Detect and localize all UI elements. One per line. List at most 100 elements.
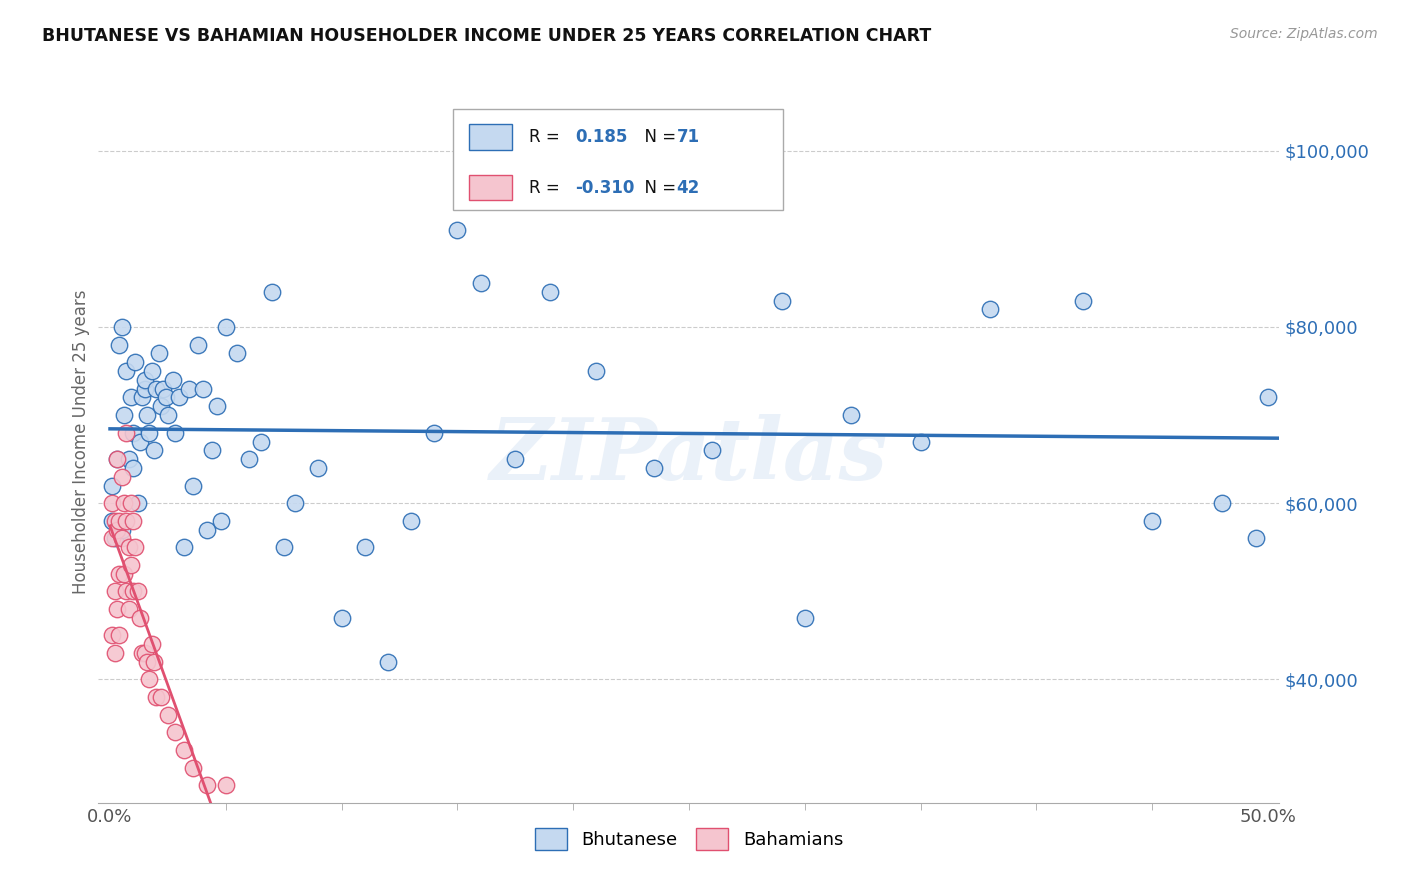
Point [105, 523, 128, 537]
Point [105, 452, 128, 467]
Point [503, 452, 526, 467]
Point [124, 541, 146, 555]
Point [152, 382, 174, 396]
Point [120, 391, 142, 405]
Point [136, 655, 159, 669]
Point [910, 434, 932, 449]
Point [104, 532, 127, 546]
Point [108, 628, 131, 642]
Point [399, 514, 422, 528]
Point [353, 541, 375, 555]
Point [1211, 496, 1233, 510]
Point [115, 514, 138, 528]
Text: N =: N = [634, 178, 682, 196]
Point [117, 602, 139, 616]
Text: R =: R = [529, 128, 565, 146]
Point [163, 425, 186, 440]
Point [108, 514, 131, 528]
Text: Source: ZipAtlas.com: Source: ZipAtlas.com [1230, 27, 1378, 41]
Point [117, 452, 139, 467]
Point [201, 443, 224, 458]
Point [446, 223, 468, 237]
Point [162, 373, 184, 387]
Point [330, 611, 353, 625]
Point [273, 541, 295, 555]
Point [112, 496, 135, 510]
Point [377, 655, 399, 669]
Text: BHUTANESE VS BAHAMIAN HOUSEHOLDER INCOME UNDER 25 YEARS CORRELATION CHART: BHUTANESE VS BAHAMIAN HOUSEHOLDER INCOME… [42, 27, 931, 45]
Point [120, 496, 142, 510]
Point [134, 373, 156, 387]
Point [110, 532, 132, 546]
Point [101, 496, 124, 510]
Point [131, 646, 153, 660]
Point [131, 391, 153, 405]
Legend: Bhutanese, Bahamians: Bhutanese, Bahamians [526, 819, 852, 859]
Point [104, 584, 127, 599]
Point [173, 541, 195, 555]
Point [1246, 532, 1268, 546]
Point [205, 399, 228, 413]
Point [129, 434, 152, 449]
Point [134, 382, 156, 396]
Point [156, 408, 179, 422]
Point [145, 382, 167, 396]
Point [177, 382, 200, 396]
Point [101, 628, 124, 642]
Text: N =: N = [634, 128, 682, 146]
Text: ZIPatlas: ZIPatlas [489, 414, 889, 498]
Point [138, 673, 160, 687]
Point [284, 496, 307, 510]
Point [215, 778, 238, 792]
Point [979, 302, 1001, 317]
Point [195, 523, 218, 537]
Point [585, 364, 607, 378]
Point [136, 408, 159, 422]
Point [262, 285, 284, 299]
Point [112, 408, 135, 422]
Text: 0.185: 0.185 [575, 128, 627, 146]
Point [122, 461, 145, 475]
Point [149, 399, 172, 413]
Point [1071, 293, 1094, 308]
Point [145, 690, 167, 704]
Point [215, 320, 238, 334]
Point [538, 285, 561, 299]
Point [793, 611, 815, 625]
Point [1257, 391, 1279, 405]
Y-axis label: Householder Income Under 25 years: Householder Income Under 25 years [72, 289, 90, 594]
Point [134, 646, 156, 660]
Point [195, 778, 218, 792]
Point [169, 391, 191, 405]
Point [129, 611, 152, 625]
Point [108, 337, 131, 351]
Point [115, 584, 138, 599]
Point [127, 496, 149, 510]
Point [643, 461, 665, 475]
Point [155, 391, 177, 405]
Point [470, 276, 492, 290]
Point [156, 707, 179, 722]
Point [110, 320, 132, 334]
Point [148, 346, 170, 360]
Text: R =: R = [529, 178, 565, 196]
Point [104, 514, 127, 528]
Point [124, 355, 146, 369]
Point [238, 452, 260, 467]
Point [770, 293, 793, 308]
Point [127, 584, 149, 599]
Point [1140, 514, 1163, 528]
Point [105, 452, 128, 467]
Point [249, 434, 271, 449]
Point [120, 558, 142, 572]
Point [101, 532, 124, 546]
Point [115, 425, 138, 440]
Point [117, 541, 139, 555]
Point [191, 382, 214, 396]
Point [110, 523, 132, 537]
Text: 71: 71 [676, 128, 700, 146]
Text: 42: 42 [676, 178, 700, 196]
Point [110, 470, 132, 484]
Point [143, 443, 166, 458]
Point [307, 461, 329, 475]
